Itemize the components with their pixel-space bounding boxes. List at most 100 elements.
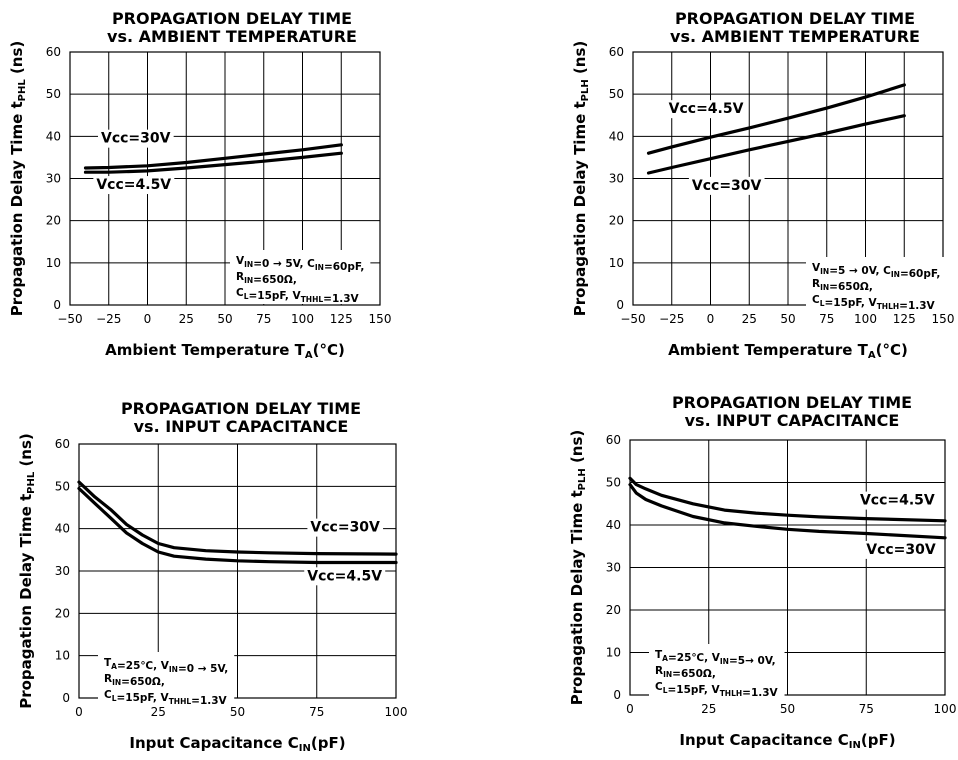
- x-tick-label: 150: [932, 312, 955, 326]
- series-label: Vcc=30V: [692, 178, 762, 194]
- y-axis-label: Propagation Delay Time tPHL (ns): [17, 433, 37, 709]
- y-tick-label: 40: [46, 129, 61, 143]
- x-tick-label: 0: [707, 312, 715, 326]
- y-tick-label: 10: [606, 646, 621, 660]
- conditions-box: [98, 652, 235, 706]
- y-tick-label: 10: [55, 649, 70, 663]
- y-axis-label: Propagation Delay Time tPHL (ns): [8, 41, 28, 317]
- series-line-1: [77, 480, 398, 556]
- x-tick-label: −25: [659, 312, 684, 326]
- series-line-2: [646, 114, 906, 175]
- x-tick-label: 150: [369, 312, 392, 326]
- y-tick-label: 30: [606, 561, 621, 575]
- series-label-background: [665, 100, 747, 119]
- y-tick-label: 40: [606, 518, 621, 532]
- x-tick-label: 0: [144, 312, 152, 326]
- conditions-text: VIN=5 → 0V, CIN=60pF,: [812, 262, 940, 280]
- series-label-background: [856, 491, 938, 510]
- x-axis-label: Input Capacitance CIN(pF): [679, 731, 895, 751]
- y-tick-label: 30: [609, 172, 624, 186]
- conditions-text: CL=15pF, VTHLH=1.3V: [812, 294, 936, 312]
- y-tick-label: 20: [46, 214, 61, 228]
- x-tick-label: 75: [819, 312, 834, 326]
- chart-subtitle: vs. AMBIENT TEMPERATURE: [107, 27, 357, 46]
- x-axis-label: Ambient Temperature TA(°C): [668, 341, 908, 361]
- y-tick-label: 0: [62, 691, 70, 705]
- series-line-2: [77, 486, 398, 565]
- y-tick-label: 20: [609, 214, 624, 228]
- chart-subtitle: vs. INPUT CAPACITANCE: [133, 417, 349, 436]
- x-tick-label: 25: [701, 702, 716, 716]
- plot-frame: [632, 51, 944, 306]
- x-tick-label: 100: [385, 705, 408, 719]
- chart-title: PROPAGATION DELAY TIME: [120, 399, 362, 418]
- chart-title: PROPAGATION DELAY TIME: [674, 9, 916, 28]
- chart-title: PROPAGATION DELAY TIME: [671, 393, 913, 412]
- y-tick-label: 50: [606, 476, 621, 490]
- y-tick-label: 10: [609, 256, 624, 270]
- plot-frame: [69, 51, 381, 306]
- conditions-text: RIN=650Ω,: [655, 665, 716, 680]
- y-tick-label: 60: [55, 437, 70, 451]
- y-tick-label: 60: [606, 433, 621, 447]
- conditions-text: TA=25℃, VIN=5→ 0V,: [655, 649, 776, 667]
- y-tick-label: 30: [46, 172, 61, 186]
- conditions-text: CL=15pF, VTHHL=1.3V: [236, 287, 360, 305]
- conditions-text: CL=15pF, VTHLH=1.3V: [655, 681, 779, 699]
- conditions-box: [230, 250, 371, 304]
- series-label-background: [93, 176, 175, 195]
- conditions-box: [649, 644, 785, 698]
- conditions-text: VIN=0 → 5V, CIN=60pF,: [236, 255, 364, 273]
- y-tick-label: 50: [46, 87, 61, 101]
- series-line-1: [83, 143, 343, 170]
- conditions-text: RIN=650Ω,: [236, 271, 297, 286]
- series-label-background: [304, 567, 386, 586]
- x-tick-label: 100: [854, 312, 877, 326]
- series-line-2: [628, 483, 947, 540]
- x-tick-label: 0: [626, 702, 634, 716]
- y-tick-label: 30: [55, 564, 70, 578]
- x-tick-label: 100: [934, 702, 957, 716]
- chart-subtitle: vs. AMBIENT TEMPERATURE: [670, 27, 920, 46]
- y-tick-label: 0: [613, 688, 621, 702]
- x-tick-label: −50: [620, 312, 645, 326]
- y-tick-label: 60: [609, 45, 624, 59]
- series-label: Vcc=30V: [310, 520, 380, 536]
- conditions-text: RIN=650Ω,: [812, 278, 873, 293]
- plot-frame: [629, 439, 946, 696]
- x-tick-label: 50: [780, 702, 795, 716]
- x-axis-label: Ambient Temperature TA(°C): [105, 341, 345, 361]
- series-label-background: [98, 129, 174, 148]
- series-label-background: [688, 176, 765, 195]
- y-tick-label: 20: [606, 603, 621, 617]
- y-tick-label: 50: [55, 479, 70, 493]
- series-label: Vcc=4.5V: [307, 568, 382, 584]
- y-axis-label: Propagation Delay Time tPLH (ns): [568, 430, 588, 706]
- y-tick-label: 60: [46, 45, 61, 59]
- x-tick-label: 50: [780, 312, 795, 326]
- series-line-1: [646, 83, 906, 155]
- y-axis-label: Propagation Delay Time tPLH (ns): [571, 41, 591, 317]
- series-label: Vcc=4.5V: [96, 177, 171, 193]
- series-line-2: [83, 151, 343, 174]
- x-tick-label: 75: [309, 705, 324, 719]
- chart-subtitle: vs. INPUT CAPACITANCE: [684, 411, 900, 430]
- x-tick-label: 75: [256, 312, 271, 326]
- x-tick-label: −25: [96, 312, 121, 326]
- x-tick-label: 50: [217, 312, 232, 326]
- y-tick-label: 40: [55, 522, 70, 536]
- x-tick-label: 75: [859, 702, 874, 716]
- y-tick-label: 10: [46, 256, 61, 270]
- y-tick-label: 0: [616, 298, 624, 312]
- series-label: Vcc=4.5V: [669, 101, 744, 117]
- x-tick-label: 25: [151, 705, 166, 719]
- series-label-background: [863, 540, 939, 559]
- x-axis-label: Input Capacitance CIN(pF): [129, 734, 345, 754]
- x-tick-label: −50: [57, 312, 82, 326]
- y-tick-label: 20: [55, 606, 70, 620]
- conditions-text: CL=15pF, VTHHL=1.3V: [104, 689, 228, 707]
